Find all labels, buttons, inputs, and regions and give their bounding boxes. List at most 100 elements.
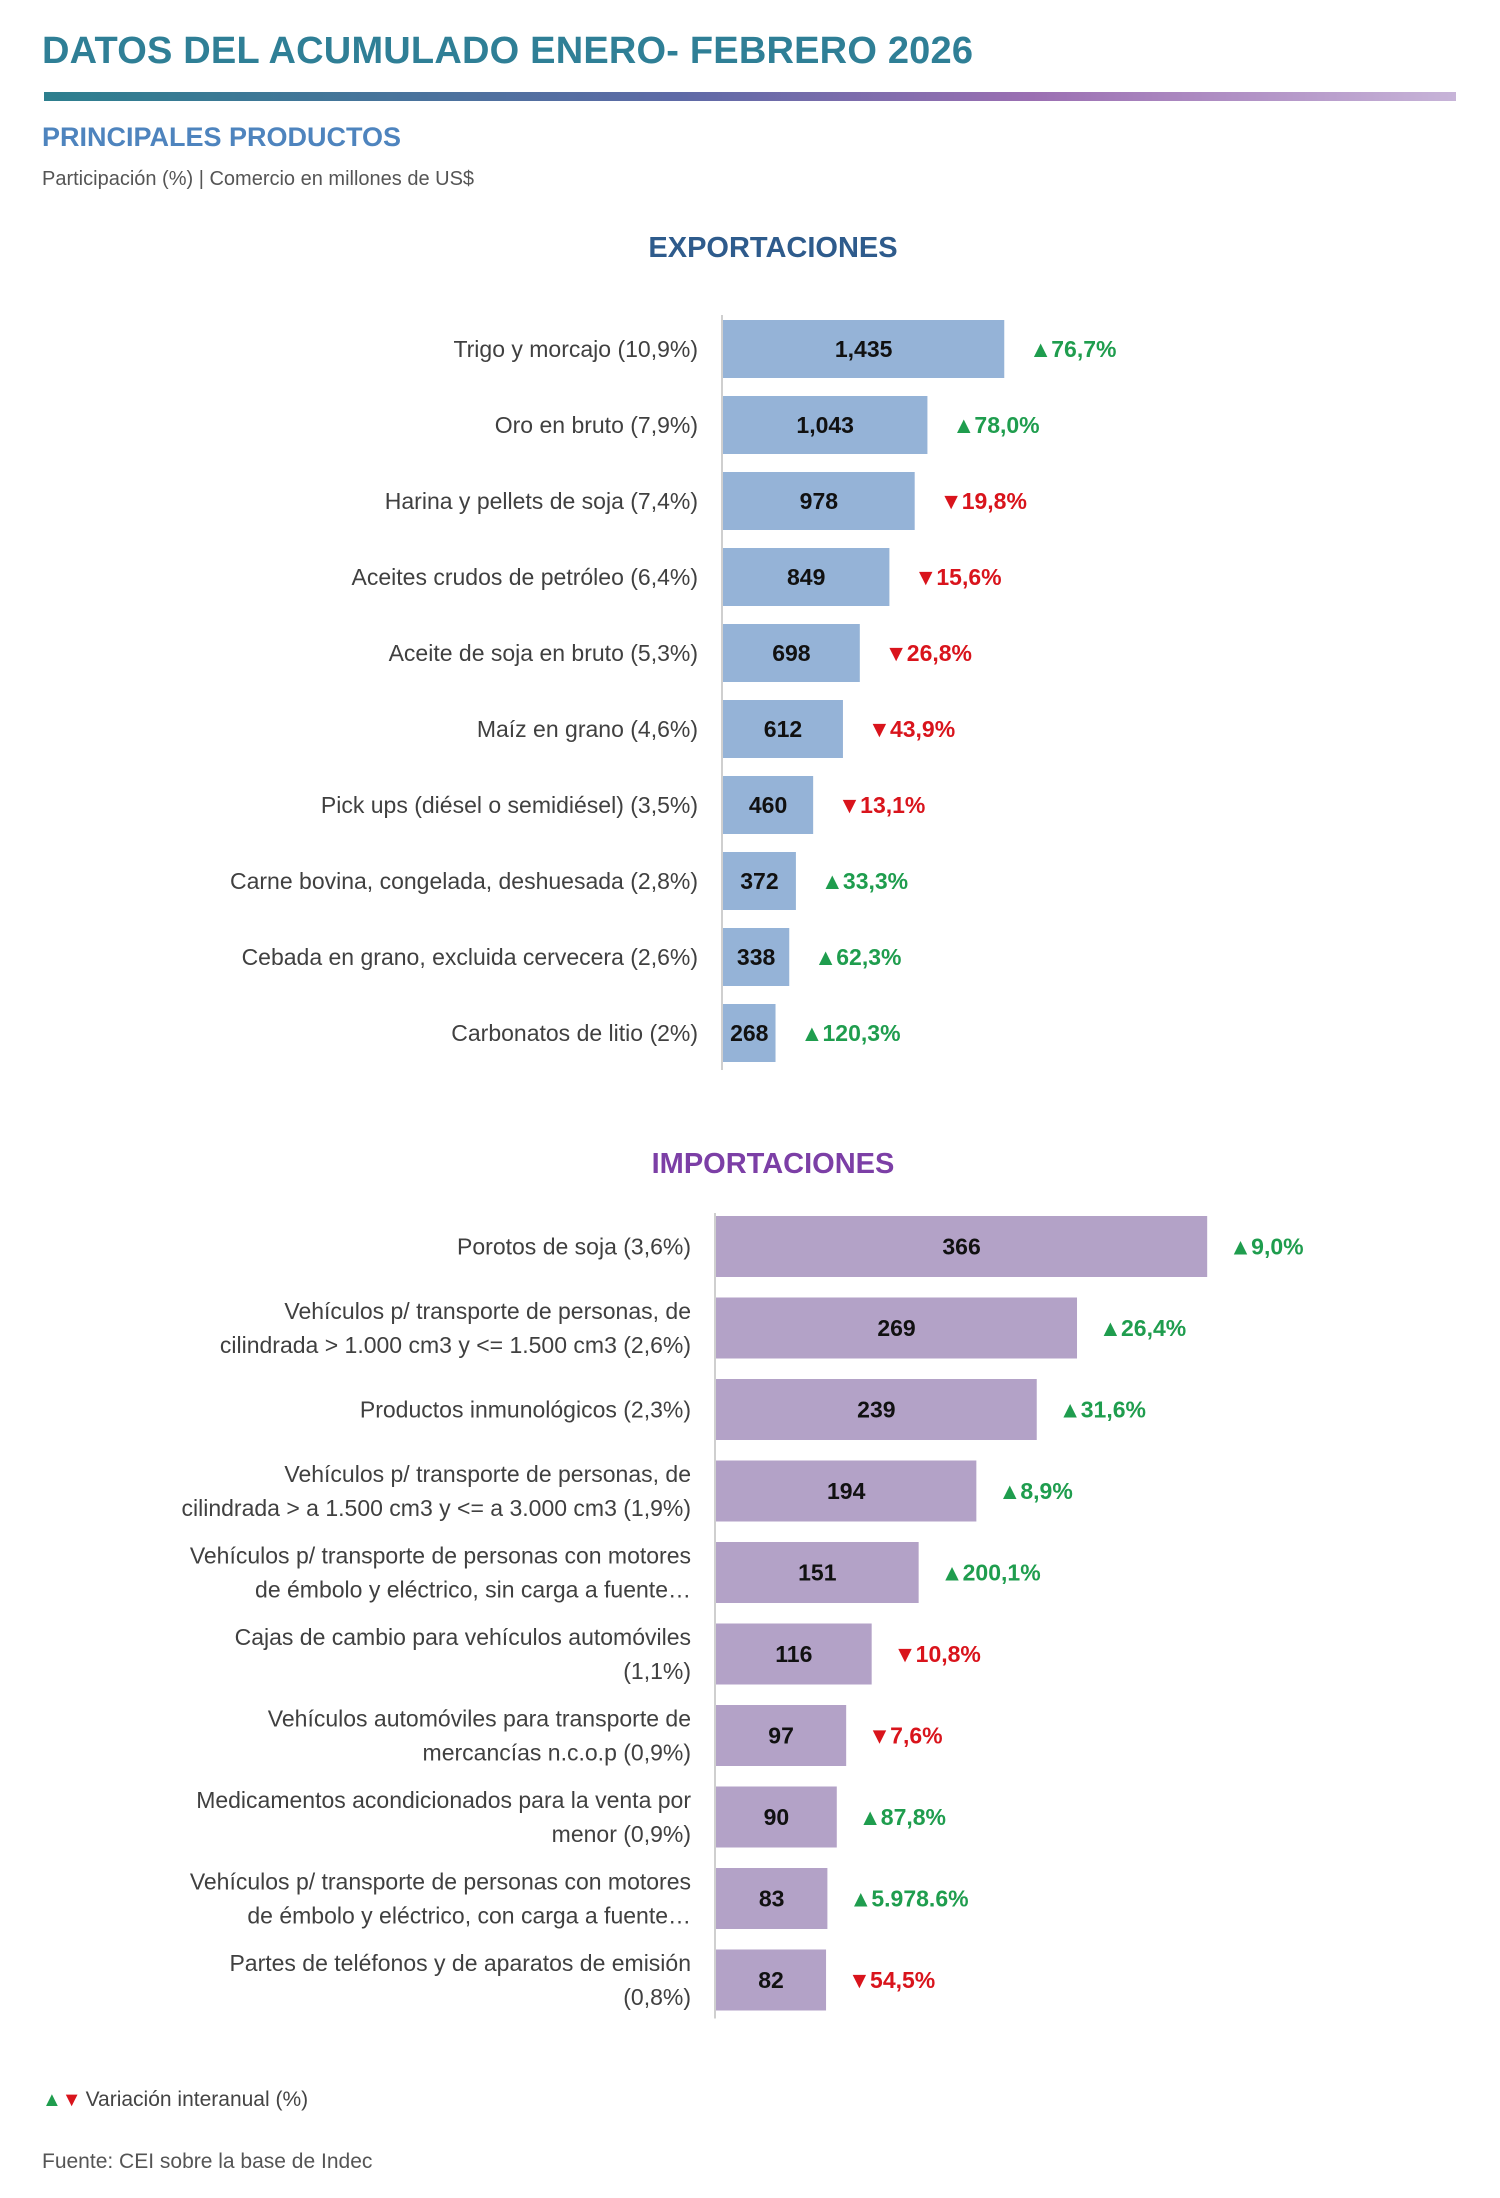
export-category-label: Maíz en grano (4,6%) (477, 716, 698, 742)
up-triangle-icon: ▲ (821, 868, 844, 894)
up-triangle-icon: ▲ (941, 1560, 964, 1586)
export-bar (723, 928, 790, 986)
import-bar (716, 1868, 828, 1929)
down-triangle-icon: ▼ (61, 2088, 82, 2111)
up-triangle-icon: ▲ (1059, 1397, 1082, 1423)
export-bar (723, 852, 796, 910)
import-variation-label: 7,6% (890, 1723, 942, 1749)
export-value-label: 460 (749, 792, 787, 818)
down-triangle-icon: ▼ (868, 1723, 891, 1749)
up-triangle-icon: ▲ (1029, 336, 1052, 362)
export-value-label: 612 (764, 716, 802, 742)
export-value-label: 1,435 (835, 336, 893, 362)
import-variation-label: 8,9% (1020, 1478, 1072, 1504)
import-category-label: Porotos de soja (3,6%) (457, 1234, 691, 1260)
import-variation-label: 54,5% (870, 1967, 935, 1993)
import-bar (716, 1542, 919, 1603)
up-triangle-icon: ▲ (1099, 1315, 1122, 1341)
export-category-label: Cebada en grano, excluida cervecera (2,6… (242, 944, 698, 970)
up-triangle-icon: ▲ (849, 1886, 872, 1912)
import-category-label: Vehículos p/ transporte de personas con … (190, 1869, 691, 1895)
import-value-label: 116 (775, 1641, 812, 1667)
exports-chart-title: EXPORTACIONES (648, 232, 898, 264)
legend-text: Variación interanual (%) (85, 2088, 309, 2111)
down-triangle-icon: ▼ (885, 640, 908, 666)
export-bar (723, 700, 843, 758)
export-variation-label: 76,7% (1051, 336, 1116, 362)
units-note: Participación (%) | Comercio en millones… (42, 168, 475, 190)
up-triangle-icon: ▲ (859, 1804, 882, 1830)
import-category-label: cilindrada > 1.000 cm3 y <= 1.500 cm3 (2… (220, 1332, 691, 1358)
export-bar (723, 624, 860, 682)
import-value-label: 366 (942, 1234, 980, 1260)
export-bar (723, 1004, 776, 1062)
import-value-label: 97 (768, 1723, 794, 1749)
up-triangle-icon: ▲ (814, 944, 837, 970)
up-triangle-icon: ▲ (1229, 1234, 1252, 1260)
imports-chart-title: IMPORTACIONES (651, 1148, 895, 1180)
title-divider (44, 92, 1456, 101)
export-variation-label: 33,3% (843, 868, 908, 894)
import-value-label: 151 (798, 1560, 837, 1586)
import-bar (716, 1297, 1078, 1359)
import-value-label: 269 (877, 1315, 915, 1341)
up-triangle-icon: ▲ (42, 2088, 62, 2111)
import-value-label: 90 (764, 1804, 790, 1830)
export-variation-label: 15,6% (936, 564, 1001, 590)
export-variation-label: 19,8% (962, 488, 1027, 514)
section-subtitle: PRINCIPALES PRODUCTOS (42, 122, 402, 152)
import-category-label: (0,8%) (623, 1984, 691, 2010)
export-value-label: 849 (787, 564, 825, 590)
variation-legend: ▲ ▼ Variación interanual (%) (42, 2088, 308, 2112)
import-category-label: Medicamentos acondicionados para la vent… (196, 1787, 691, 1813)
import-variation-label: 9,0% (1251, 1234, 1303, 1260)
export-variation-label: 120,3% (823, 1020, 901, 1046)
export-value-label: 978 (800, 488, 839, 514)
export-variation-label: 43,9% (890, 716, 955, 742)
import-bar (716, 1949, 827, 2011)
page-title: DATOS DEL ACUMULADO ENERO- FEBRERO 2026 (42, 30, 974, 72)
import-category-label: de émbolo y eléctrico, sin carga a fuent… (255, 1577, 691, 1603)
import-category-label: menor (0,9%) (552, 1821, 691, 1847)
export-value-label: 1,043 (796, 412, 854, 438)
import-category-label: Cajas de cambio para vehículos automóvil… (235, 1624, 691, 1650)
export-value-label: 372 (740, 868, 778, 894)
import-value-label: 239 (857, 1397, 895, 1423)
import-variation-label: 10,8% (916, 1641, 981, 1667)
export-category-label: Harina y pellets de soja (7,4%) (385, 488, 698, 514)
export-bar (723, 396, 928, 454)
up-triangle-icon: ▲ (801, 1020, 824, 1046)
import-variation-label: 26,4% (1121, 1315, 1186, 1341)
import-category-label: mercancías n.c.o.p (0,9%) (423, 1740, 691, 1766)
import-category-label: Vehículos p/ transporte de personas con … (190, 1543, 691, 1569)
down-triangle-icon: ▼ (838, 792, 861, 818)
export-category-label: Carne bovina, congelada, deshuesada (2,8… (230, 868, 698, 894)
export-variation-label: 13,1% (860, 792, 925, 818)
down-triangle-icon: ▼ (894, 1641, 917, 1667)
import-bar (716, 1705, 847, 1766)
up-triangle-icon: ▲ (998, 1478, 1021, 1504)
export-value-label: 268 (730, 1020, 769, 1046)
import-variation-label: 5.978.6% (871, 1886, 968, 1912)
export-category-label: Aceites crudos de petróleo (6,4%) (352, 564, 698, 590)
import-value-label: 82 (758, 1967, 784, 1993)
export-bar (723, 472, 915, 530)
export-variation-label: 26,8% (907, 640, 972, 666)
import-value-label: 194 (827, 1478, 866, 1504)
export-category-label: Oro en bruto (7,9%) (495, 412, 698, 438)
import-bar (716, 1623, 872, 1685)
export-category-label: Aceite de soja en bruto (5,3%) (389, 640, 698, 666)
import-category-label: Vehículos p/ transporte de personas, de (284, 1461, 691, 1487)
import-variation-label: 31,6% (1081, 1397, 1146, 1423)
import-bar (716, 1460, 977, 1522)
export-value-label: 698 (772, 640, 811, 666)
import-category-label: Vehículos p/ transporte de personas, de (284, 1298, 691, 1324)
import-category-label: cilindrada > a 1.500 cm3 y <= a 3.000 cm… (182, 1495, 691, 1521)
import-value-label: 83 (759, 1886, 785, 1912)
import-category-label: Partes de teléfonos y de aparatos de emi… (229, 1950, 691, 1976)
down-triangle-icon: ▼ (914, 564, 937, 590)
down-triangle-icon: ▼ (940, 488, 963, 514)
down-triangle-icon: ▼ (848, 1967, 871, 1993)
